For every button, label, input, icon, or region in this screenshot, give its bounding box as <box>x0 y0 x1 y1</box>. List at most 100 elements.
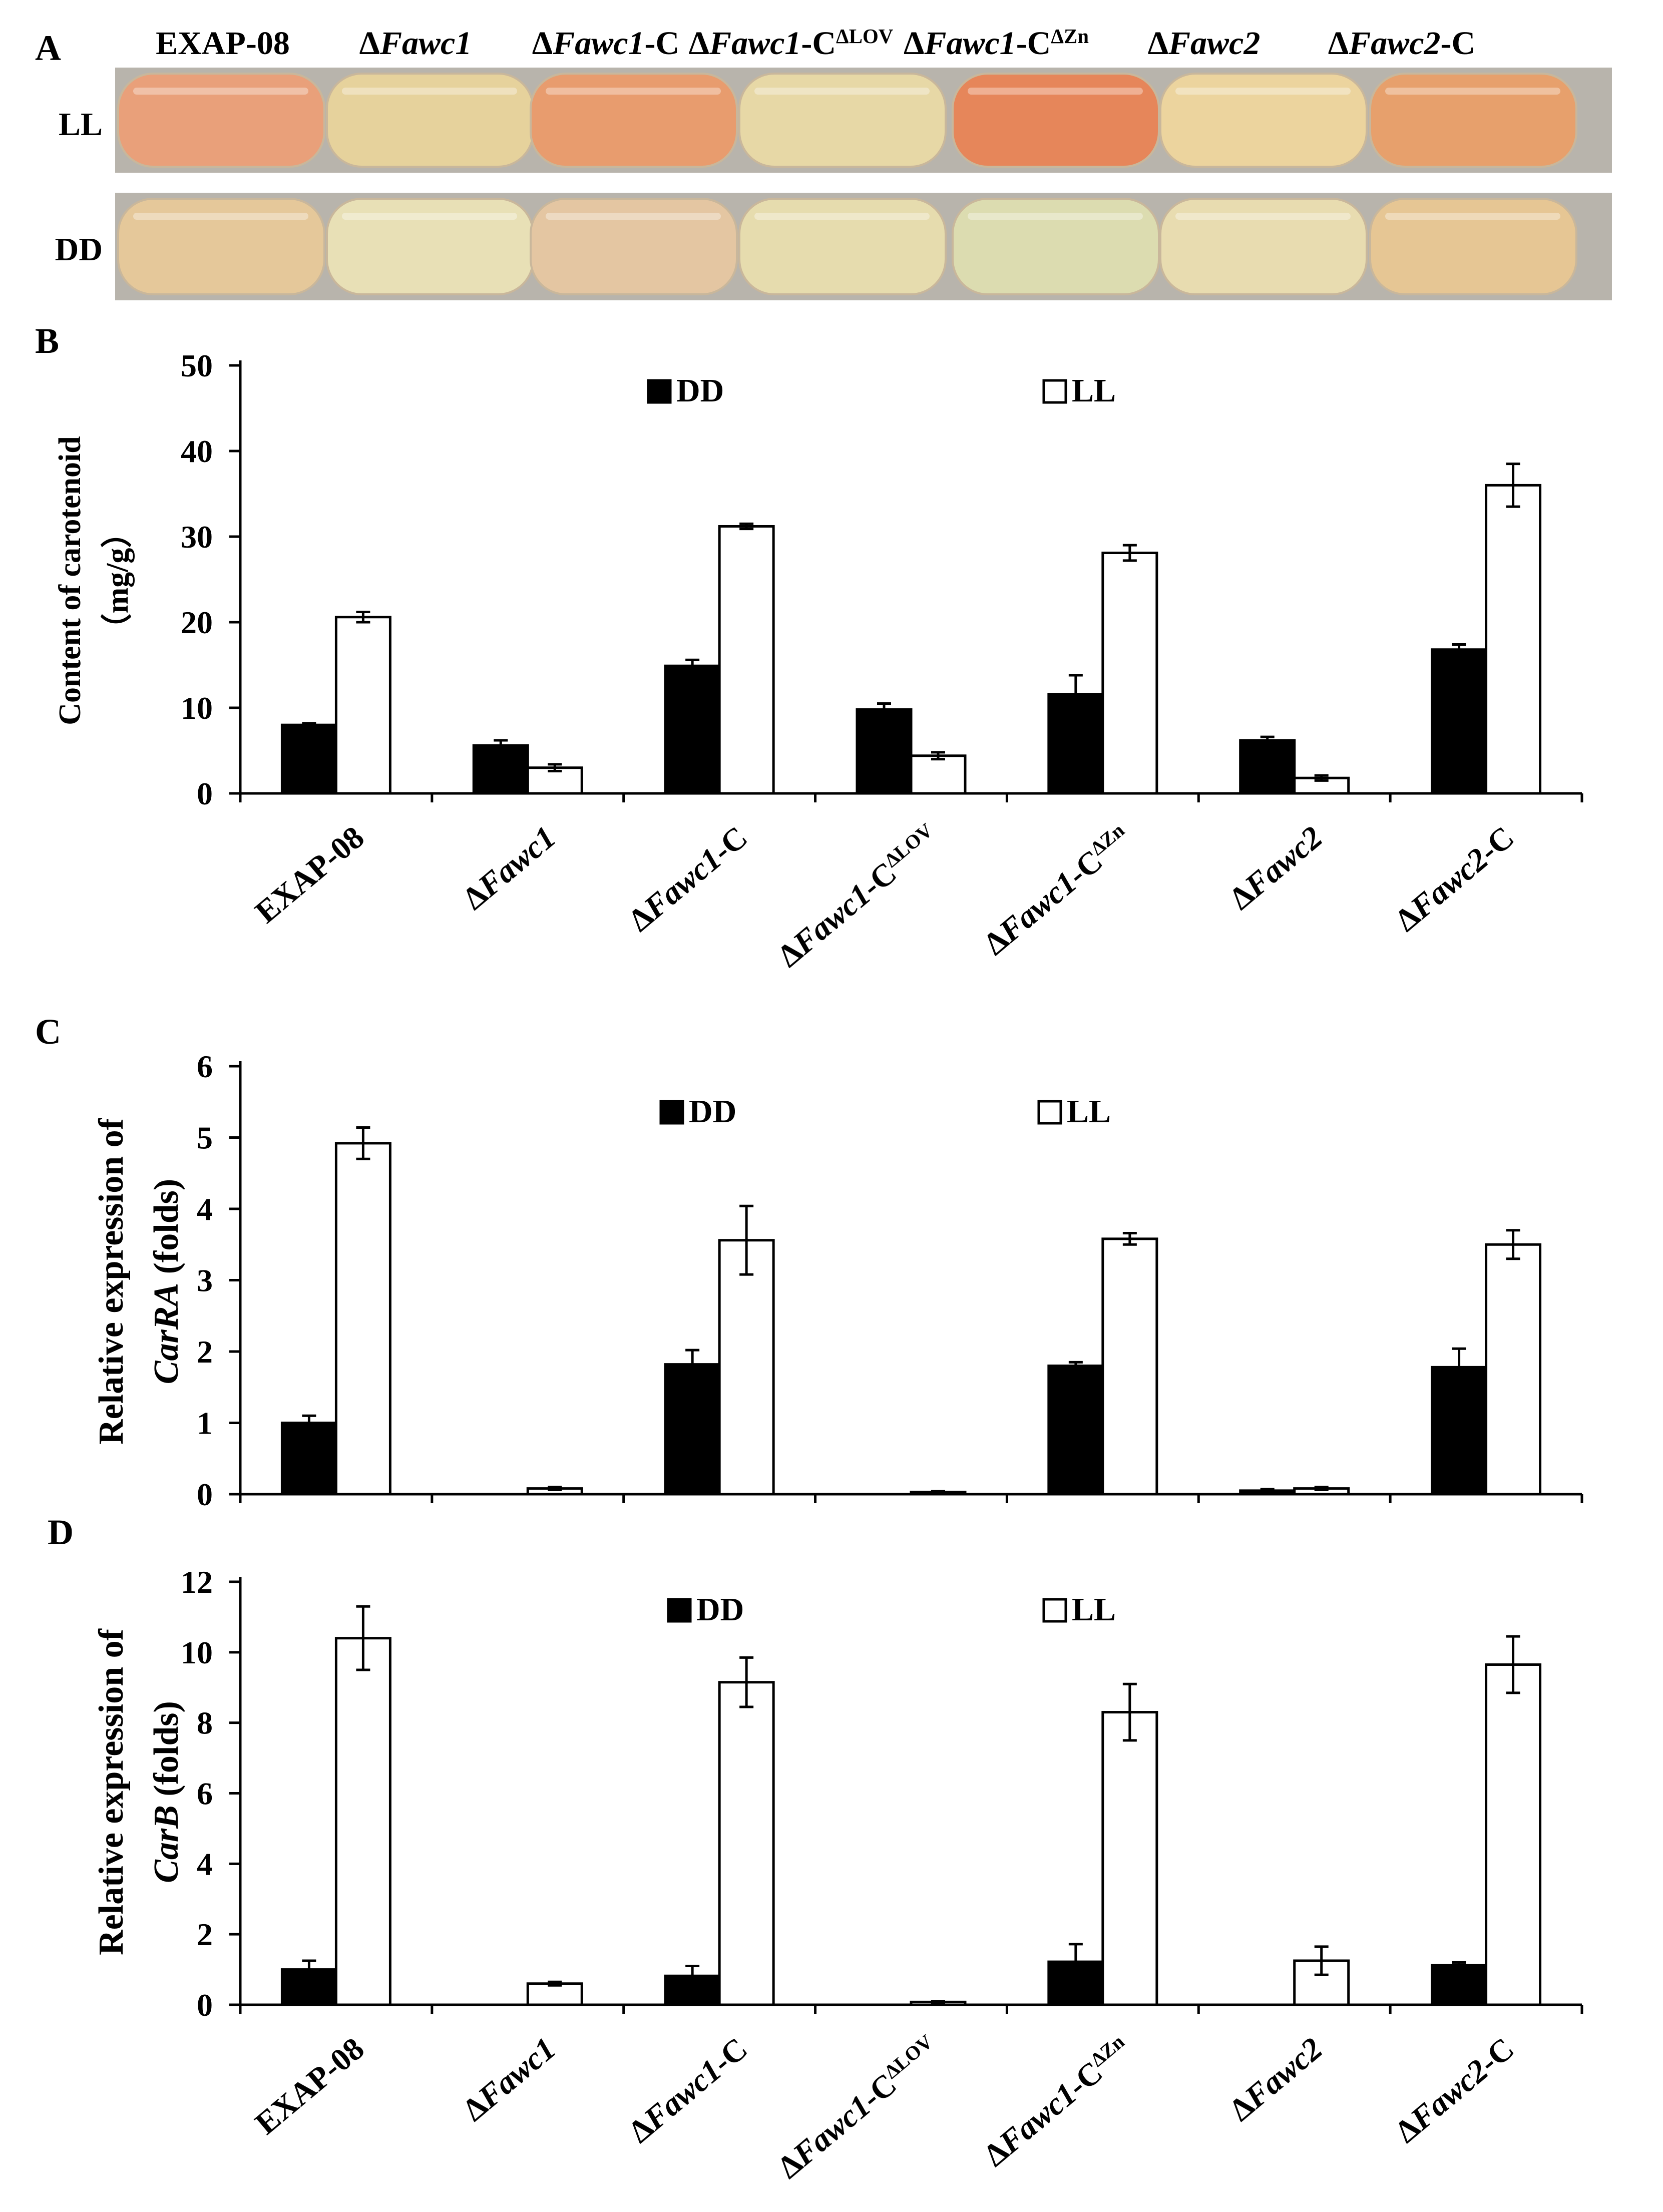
y-tick-label: 5 <box>197 1120 213 1156</box>
bar-dd <box>1431 1964 1488 2006</box>
culture-flask <box>952 198 1160 295</box>
bar-ll <box>1101 1711 1158 2006</box>
flask-highlight <box>1175 88 1351 95</box>
legend-label: DD <box>689 1093 736 1130</box>
bar-dd <box>856 708 913 795</box>
flask-highlight <box>546 88 721 95</box>
bar-ll <box>526 1982 583 2006</box>
bar-dd <box>664 664 721 795</box>
strain-label: ΔFawc1 <box>359 25 472 62</box>
culture-flask <box>738 73 947 168</box>
flask-highlight <box>754 213 930 220</box>
legend-swatch-ll <box>1042 379 1067 404</box>
legend-swatch-dd <box>659 1100 684 1125</box>
flask-highlight <box>968 88 1143 95</box>
chart-panel-c: C 0 1 2 3 4 5 6 DD LL Relative expression of CarRA … <box>35 1012 1583 1512</box>
bar-ll <box>1101 1237 1158 1496</box>
y-tick-label: 40 <box>181 433 213 469</box>
panel-letter: B <box>35 321 59 361</box>
y-tick-label: 4 <box>197 1846 213 1882</box>
flask-highlight <box>754 88 930 95</box>
panel-a: A EXAP-08 ΔFawc1 ΔFawc1-C ΔFawc1-CΔLOV ΔFawc1… <box>35 25 1612 300</box>
culture-flask <box>1369 73 1577 168</box>
strain-label: ΔFawc1-C <box>532 25 679 62</box>
y-tick-label: 50 <box>181 348 213 383</box>
flask-highlight <box>133 88 308 95</box>
panel-letter: C <box>35 1012 61 1052</box>
culture-flask <box>1369 198 1577 295</box>
legend-swatch-dd <box>667 1598 692 1623</box>
culture-flask <box>530 73 738 168</box>
bar-dd <box>1047 1365 1104 1496</box>
culture-flask <box>1159 198 1368 295</box>
strain-label: ΔFawc1-CΔLOV <box>689 25 894 62</box>
bar-dd <box>664 1363 721 1496</box>
bar-ll <box>1485 484 1542 795</box>
y-tick-label: 0 <box>197 776 213 811</box>
bar-dd <box>472 744 529 795</box>
legend-label: LL <box>1067 1093 1111 1130</box>
y-tick-label: 20 <box>181 605 213 640</box>
bar-ll <box>1101 551 1158 795</box>
y-tick-label: 8 <box>197 1705 213 1741</box>
bar-dd <box>280 1968 337 2006</box>
legend-label: DD <box>696 1591 744 1628</box>
y-tick-label: 6 <box>197 1776 213 1812</box>
legend-label: LL <box>1072 372 1116 409</box>
bar-dd <box>280 723 337 795</box>
bar-ll <box>334 616 391 795</box>
flask-highlight <box>1385 213 1560 220</box>
culture-flask <box>738 198 947 295</box>
y-tick-label: 12 <box>181 1564 213 1600</box>
flask-highlight <box>342 88 517 95</box>
y-tick-label: 6 <box>197 1049 213 1084</box>
strain-label: EXAP-08 <box>156 25 290 62</box>
culture-flask <box>117 198 325 295</box>
flask-highlight <box>133 213 308 220</box>
y-axis-label: Content of carotenoid （mg/g） <box>53 436 135 725</box>
culture-flask <box>530 198 738 295</box>
row-label: LL <box>59 106 103 143</box>
bar-ll <box>1485 1243 1542 1496</box>
y-tick-label: 2 <box>197 1334 213 1370</box>
culture-flask <box>952 73 1160 168</box>
flask-highlight <box>968 213 1143 220</box>
bar-ll <box>718 1239 775 1496</box>
strain-label: ΔFawc1-CΔZn <box>904 25 1089 62</box>
bar-ll <box>334 1142 391 1496</box>
y-tick-label: 1 <box>197 1406 213 1441</box>
culture-flask <box>326 73 534 168</box>
bar-dd <box>1239 739 1296 795</box>
y-tick-label: 10 <box>181 690 213 726</box>
y-tick-label: 0 <box>197 1987 213 2023</box>
flask-highlight <box>546 213 721 220</box>
bar-ll <box>1485 1663 1542 2006</box>
y-tick-label: 3 <box>197 1263 213 1298</box>
legend-label: LL <box>1072 1591 1116 1628</box>
bar-ll <box>718 525 775 795</box>
bar-ll <box>526 766 583 795</box>
legend-label: DD <box>676 372 724 409</box>
strain-label: ΔFawc2-C <box>1328 25 1475 62</box>
culture-flask <box>1159 73 1368 168</box>
bar-dd <box>280 1422 337 1496</box>
y-tick-label: 10 <box>181 1635 213 1670</box>
y-tick-label: 30 <box>181 519 213 555</box>
legend-swatch-ll <box>1042 1598 1067 1623</box>
bar-ll <box>910 754 967 795</box>
row-label: DD <box>55 231 103 268</box>
legend-swatch-dd <box>647 379 672 404</box>
legend-swatch-ll <box>1037 1100 1062 1125</box>
y-tick-label: 0 <box>197 1477 213 1512</box>
flask-highlight <box>342 213 517 220</box>
y-axis-label: Relative expression of CarRA (folds) <box>92 1118 186 1445</box>
y-tick-label: 2 <box>197 1917 213 1952</box>
flask-highlight <box>1385 88 1560 95</box>
panel-letter: D <box>48 1512 74 1552</box>
bar-ll <box>334 1637 391 2006</box>
flask-highlight <box>1175 213 1351 220</box>
